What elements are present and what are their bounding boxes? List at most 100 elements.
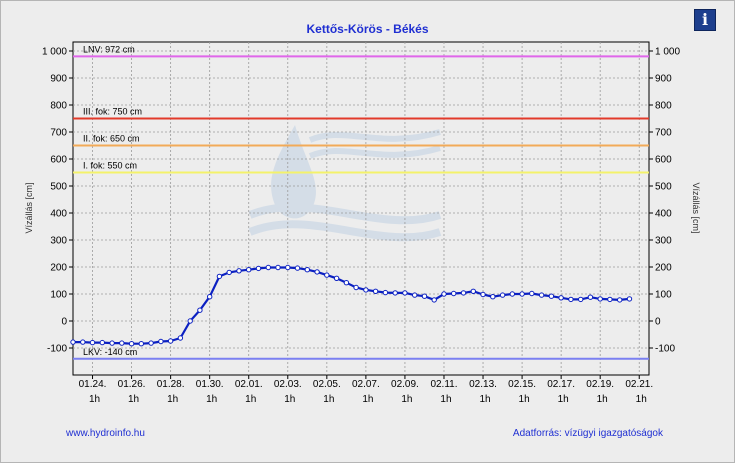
y-tick-label: 900 — [50, 74, 67, 85]
y-tick-label: 500 — [655, 182, 672, 193]
x-tick-sublabel: 1h — [440, 394, 451, 405]
y-tick-label: 500 — [50, 182, 67, 193]
x-tick-label: 02.15. — [508, 379, 536, 390]
data-point — [353, 284, 359, 291]
data-point — [451, 290, 457, 297]
y-tick-label: 1 000 — [655, 47, 680, 58]
data-point — [529, 290, 535, 297]
data-point — [128, 341, 135, 347]
data-point — [285, 264, 291, 271]
y-tick-label: 800 — [655, 101, 672, 112]
data-point — [246, 267, 252, 273]
data-point — [119, 340, 125, 346]
y-tick-label: 200 — [50, 263, 67, 274]
data-point — [324, 272, 330, 278]
data-point — [548, 293, 555, 299]
y-tick-label: 300 — [655, 236, 672, 247]
x-tick-sublabel: 1h — [519, 394, 530, 405]
x-axis: 01.24. 1h 01.26. 1h 01.28. 1h 01.30. 1h 02.01. 1h… — [79, 375, 653, 405]
reference-line-label: I. fok: 550 cm — [83, 161, 137, 171]
data-point — [187, 318, 193, 324]
x-tick-label: 02.03. — [274, 379, 302, 390]
data-point — [80, 339, 86, 345]
y-tick-label: 900 — [655, 74, 672, 85]
plot-area — [72, 41, 650, 376]
x-tick-label: 02.07. — [352, 379, 380, 390]
x-tick-sublabel: 1h — [401, 394, 412, 405]
y-tick-label: 0 — [655, 317, 661, 328]
y-tick-label: 800 — [50, 101, 67, 112]
info-icon[interactable]: i — [694, 9, 716, 31]
x-tick-sublabel: 1h — [206, 394, 217, 405]
y-tick-label: 300 — [50, 236, 67, 247]
y-tick-label: 400 — [50, 209, 67, 220]
x-tick-label: 02.11. — [430, 379, 457, 390]
data-point — [617, 297, 623, 303]
reference-line-label: LKV: -140 cm — [83, 347, 137, 357]
data-point — [402, 290, 408, 296]
data-point — [431, 297, 437, 303]
reference-line-label: III. fok: 750 cm — [83, 107, 142, 117]
x-tick-label: 02.17. — [547, 379, 575, 390]
data-point — [89, 339, 96, 346]
x-tick-label: 02.13. — [469, 379, 497, 390]
data-point — [109, 340, 115, 346]
reference-line-label: LNV: 972 cm — [83, 44, 135, 54]
y-tick-label: 100 — [50, 290, 67, 301]
footer-website[interactable]: www.hydroinfo.hu — [66, 428, 145, 439]
y-tick-label: 0 — [61, 317, 67, 328]
x-tick-sublabel: 1h — [636, 394, 647, 405]
y-tick-label: 700 — [50, 128, 67, 139]
y-tick-label: -100 — [655, 344, 675, 355]
x-tick-label: 02.01. — [235, 379, 263, 390]
x-tick-label: 02.19. — [586, 379, 614, 390]
data-point — [607, 296, 613, 303]
y-tick-label: 100 — [655, 290, 672, 301]
reference-line-label: II. fok: 650 cm — [83, 134, 140, 144]
data-point — [578, 296, 584, 303]
data-point — [343, 280, 350, 286]
data-point — [99, 339, 106, 346]
x-tick-sublabel: 1h — [128, 394, 139, 405]
data-point — [70, 339, 76, 345]
data-point — [333, 275, 340, 281]
data-point — [460, 290, 467, 296]
x-tick-label: 02.09. — [391, 379, 419, 390]
data-point — [421, 293, 428, 299]
x-tick-label: 01.24. — [79, 379, 107, 390]
data-point — [597, 296, 603, 302]
chart-title: Kettős-Körös - Békés — [306, 22, 429, 36]
y-tick-label: 600 — [50, 155, 67, 166]
data-point — [372, 288, 379, 294]
data-point — [363, 287, 369, 293]
x-tick-sublabel: 1h — [479, 394, 490, 405]
x-tick-sublabel: 1h — [89, 394, 100, 405]
data-point — [538, 292, 545, 298]
data-point — [412, 292, 418, 298]
x-tick-label: 02.21. — [625, 379, 653, 390]
data-point — [558, 295, 564, 301]
data-point — [294, 265, 301, 271]
x-tick-label: 02.05. — [313, 379, 341, 390]
y-tick-label: 400 — [655, 209, 672, 220]
x-tick-sublabel: 1h — [362, 394, 373, 405]
data-point — [499, 292, 506, 298]
data-point — [587, 294, 594, 300]
y-tick-label: 700 — [655, 128, 672, 139]
y-tick-label: -100 — [47, 344, 67, 355]
data-point — [226, 269, 232, 276]
data-point — [138, 341, 145, 347]
data-point — [255, 265, 262, 272]
data-point — [275, 264, 281, 271]
watermark-logo — [248, 125, 442, 242]
data-point — [207, 294, 213, 300]
x-tick-sublabel: 1h — [323, 394, 334, 405]
data-point — [236, 268, 242, 274]
grid — [73, 42, 649, 375]
data-point — [568, 296, 574, 303]
footer-source: Adatforrás: vízügyi igazgatóságok — [512, 428, 663, 439]
x-tick-label: 01.26. — [118, 379, 146, 390]
data-point — [177, 335, 184, 341]
data-point — [626, 296, 633, 302]
